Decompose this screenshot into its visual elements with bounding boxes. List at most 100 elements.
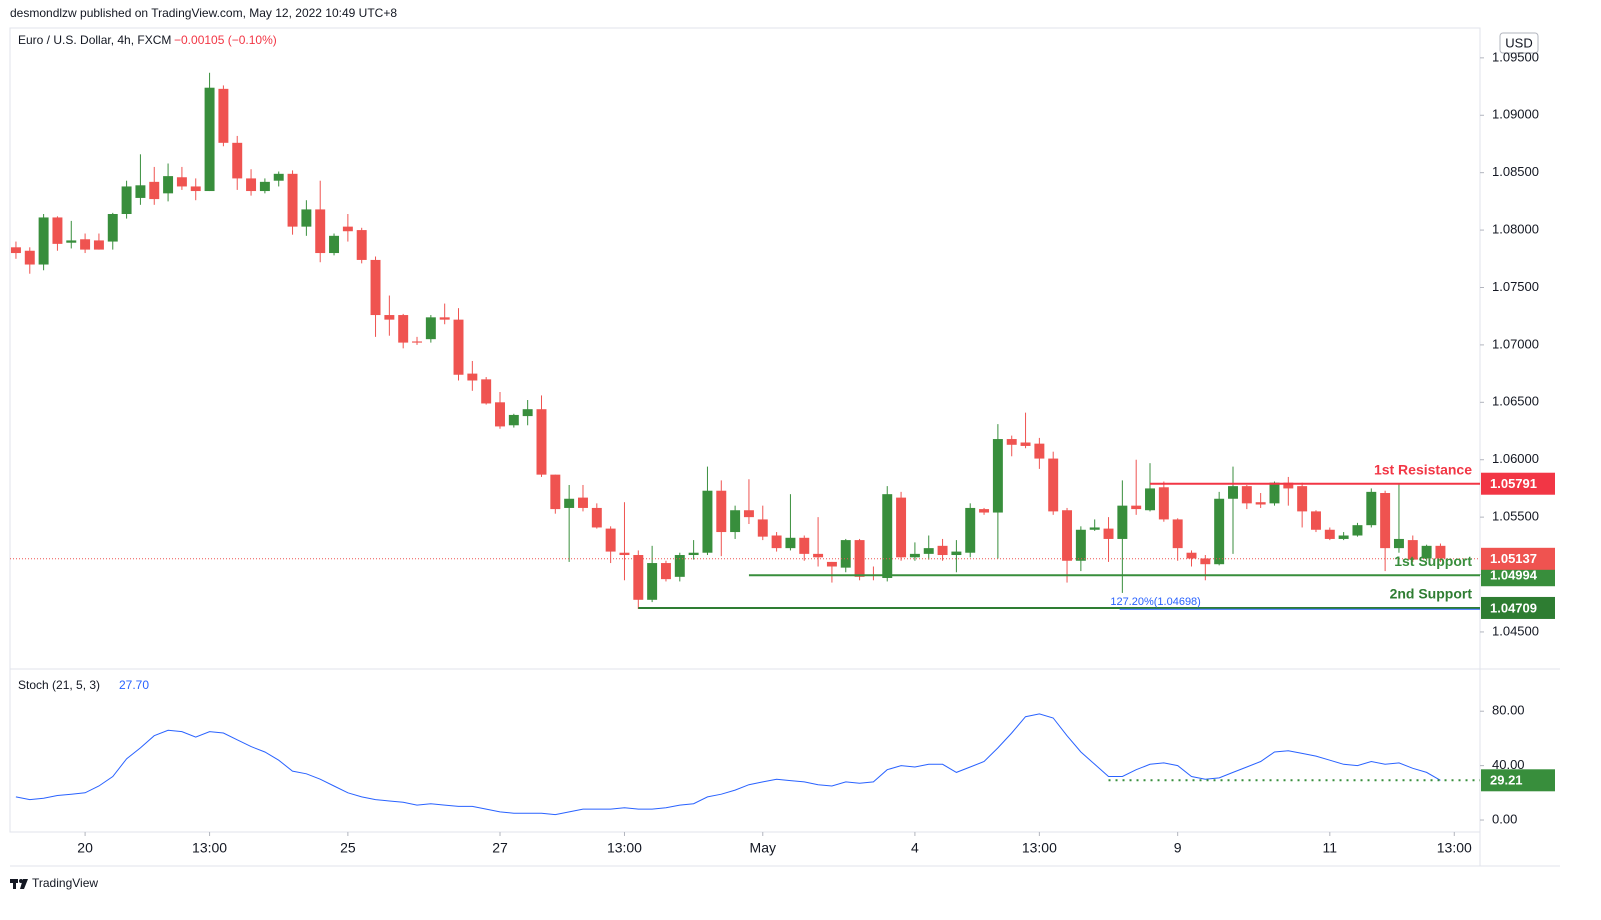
- candle-body: [1089, 527, 1100, 530]
- candle-body: [439, 317, 450, 320]
- candle-body: [342, 226, 353, 232]
- candle-body: [1283, 482, 1294, 489]
- candle-body: [356, 230, 367, 260]
- candle-body: [619, 552, 630, 556]
- candle-body: [578, 497, 588, 508]
- candle-body: [1380, 493, 1391, 549]
- candle-body: [1228, 486, 1238, 499]
- x-tick-label: 4: [911, 840, 919, 856]
- candle-body: [1145, 488, 1155, 511]
- y-tick-label: 1.07000: [1492, 336, 1539, 351]
- brand-logo: [10, 879, 28, 889]
- candle-body: [1200, 558, 1211, 565]
- candle-body: [840, 540, 851, 568]
- candle-body: [951, 551, 962, 556]
- candle-body: [1352, 525, 1363, 536]
- candle-body: [660, 563, 671, 580]
- candle-body: [1172, 519, 1183, 549]
- candle-body: [564, 498, 575, 508]
- candle-body: [937, 545, 948, 556]
- symbol-change: −0.00105 (−0.10%): [174, 33, 277, 47]
- candle-body: [1117, 505, 1128, 539]
- candle-body: [1158, 487, 1169, 520]
- candle-body: [204, 87, 215, 192]
- candle-body: [246, 178, 257, 192]
- candle-body: [702, 490, 713, 553]
- y-tick-label: 0.00: [1492, 811, 1517, 826]
- candle-body: [992, 439, 1003, 513]
- x-tick-label: 13:00: [1022, 840, 1057, 856]
- candle-body: [1034, 443, 1045, 459]
- currency: USD: [1505, 35, 1532, 50]
- level-value-box-label: 1.04994: [1490, 568, 1538, 583]
- candle-body: [979, 509, 990, 513]
- candle-body: [965, 507, 976, 553]
- candle-body: [508, 414, 519, 426]
- candle-body: [813, 553, 824, 558]
- candle-body: [259, 181, 270, 192]
- candle-body: [647, 563, 658, 600]
- level-value-box: [1481, 596, 1555, 619]
- last-price-box-label: 1.05137: [1490, 551, 1537, 566]
- candle-body: [826, 561, 837, 567]
- candle-body: [467, 373, 478, 381]
- level-value-box: [1481, 472, 1555, 495]
- candle-body: [287, 173, 298, 227]
- x-tick-label: 13:00: [1437, 840, 1472, 856]
- candle-body: [149, 181, 160, 200]
- candle-body: [121, 186, 132, 215]
- y-tick-label: 40.00: [1492, 757, 1525, 772]
- candle-body: [1366, 491, 1377, 526]
- y-tick-label: 1.08500: [1492, 164, 1539, 179]
- currency-box: [1499, 32, 1539, 54]
- candle-body: [522, 409, 533, 417]
- candle-body: [785, 537, 796, 549]
- candle-body: [329, 235, 340, 254]
- candle-body: [370, 259, 381, 316]
- candle-body: [412, 341, 422, 343]
- candle-body: [688, 552, 699, 556]
- candle-body: [398, 315, 409, 343]
- candle-body: [453, 319, 464, 375]
- candle-body: [633, 555, 644, 600]
- x-tick-label: 13:00: [192, 840, 227, 856]
- symbol-title: Euro / U.S. Dollar, 4h, FXCM: [18, 33, 171, 47]
- candle-body: [1048, 458, 1059, 512]
- candle-body: [273, 173, 284, 181]
- candle-body: [66, 240, 77, 243]
- candle-body: [896, 497, 907, 558]
- candle-body: [550, 474, 561, 510]
- candle-body: [1075, 529, 1086, 561]
- level-name: 1st Support: [1394, 553, 1472, 569]
- x-tick-label: May: [750, 840, 776, 856]
- y-tick-label: 1.06500: [1492, 394, 1539, 409]
- candle-body: [1421, 545, 1432, 559]
- x-tick-label: 13:00: [607, 840, 642, 856]
- candle-body: [674, 555, 685, 577]
- candle-body: [716, 490, 727, 533]
- candle-body: [163, 176, 174, 194]
- x-tick-label: 20: [77, 840, 93, 856]
- x-tick-label: 9: [1174, 840, 1182, 856]
- candle-body: [107, 214, 118, 242]
- y-tick-label: 1.05500: [1492, 509, 1539, 524]
- candle-body: [232, 142, 243, 179]
- candle-body: [301, 209, 312, 227]
- fib-label: 127.20%(1.04698): [1110, 596, 1201, 608]
- y-tick-label: 1.07500: [1492, 279, 1539, 294]
- y-tick-label: 1.09500: [1492, 49, 1539, 64]
- stoch-level-value-box-label: 29.21: [1490, 773, 1523, 788]
- candle-body: [176, 177, 187, 187]
- last-price-box: [1481, 547, 1555, 570]
- candle-body: [909, 553, 920, 558]
- candle-body: [52, 217, 63, 244]
- candle-body: [757, 519, 768, 537]
- x-tick-label: 25: [340, 840, 356, 856]
- candle-body: [1310, 511, 1321, 530]
- candle-body: [1435, 545, 1446, 559]
- candle-body: [38, 217, 49, 265]
- y-tick-label: 1.08000: [1492, 222, 1539, 237]
- candle-body: [1062, 510, 1073, 561]
- candle-body: [923, 548, 934, 554]
